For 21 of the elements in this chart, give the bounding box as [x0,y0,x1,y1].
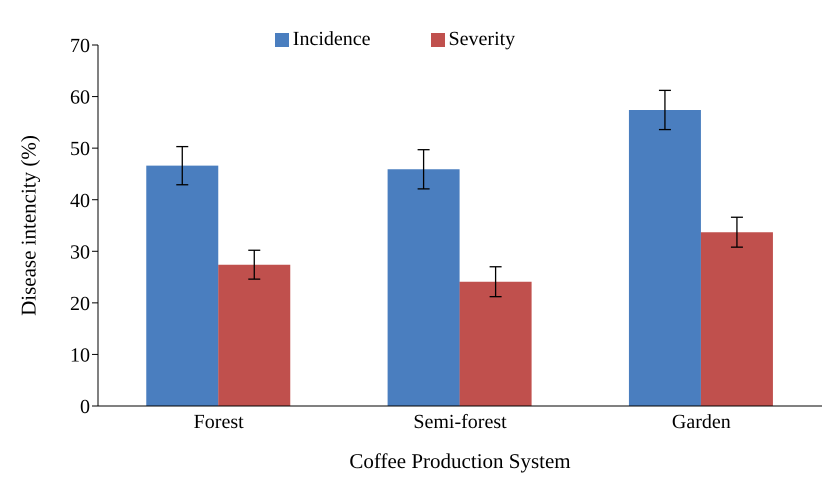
y-tick-label: 70 [70,35,90,58]
bar [460,282,532,406]
legend-label: Severity [448,28,516,50]
bar [700,232,773,406]
y-axis-title: Disease intencity (%) [16,135,40,316]
x-axis-title: Coffee Production System [349,449,571,473]
y-tick-label: 20 [70,292,90,315]
x-tick-label: Semi-forest [413,411,508,434]
y-tick-label: 10 [70,344,90,367]
y-tick-label: 30 [70,241,90,264]
y-tick-label: 0 [80,396,90,418]
y-tick-label: 40 [70,190,90,212]
bar [146,166,218,406]
bar [218,264,290,406]
bar [628,110,701,406]
y-tick-label: 50 [70,138,90,160]
x-tick-label: Garden [672,411,731,434]
x-tick-label: Forest [194,411,244,434]
legend-label: Incidence [292,28,371,50]
y-tick-label: 60 [70,86,90,109]
bar [388,169,460,406]
